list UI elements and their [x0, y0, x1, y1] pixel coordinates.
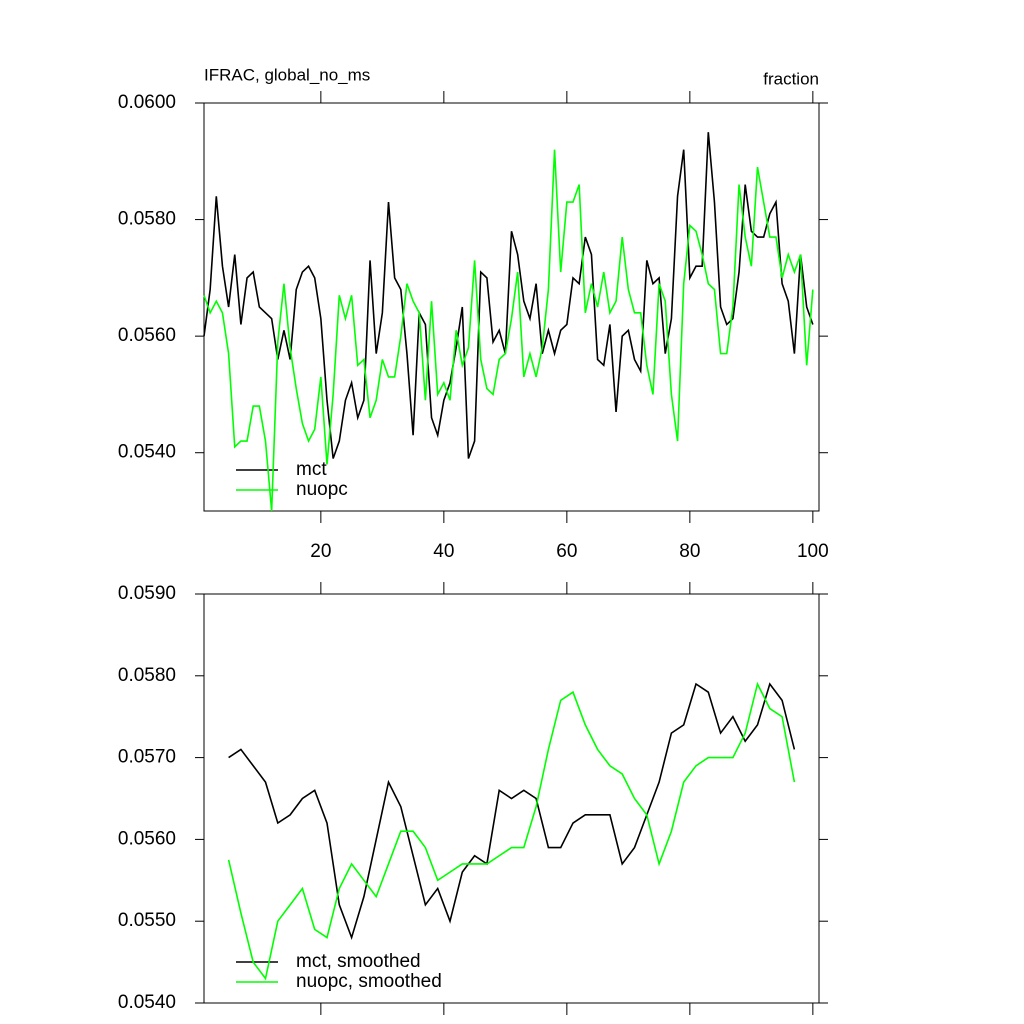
x-tick-label: 40	[433, 541, 454, 562]
series-line	[203, 132, 814, 459]
y-tick-label: 0.0560	[118, 828, 176, 849]
chart-title: IFRAC, global_no_ms	[204, 65, 370, 84]
x-tick-label: 100	[797, 541, 829, 562]
legend-label: nuopc	[296, 479, 348, 500]
plot-frame	[203, 102, 820, 512]
series-line	[228, 682, 796, 941]
series-line	[203, 149, 814, 512]
legend-label: mct	[296, 459, 327, 480]
y-tick-label: 0.0590	[118, 583, 176, 604]
series-line	[227, 681, 796, 981]
y-tick-label: 0.0540	[118, 442, 176, 463]
x-tick-label: 80	[679, 541, 700, 562]
legend-label: mct, smoothed	[296, 951, 421, 972]
y-tick-label: 0.0560	[118, 325, 176, 346]
x-tick-label: 60	[556, 541, 577, 562]
y-tick-label: 0.0550	[118, 910, 176, 931]
y-tick-label: 0.0600	[118, 92, 176, 113]
y-tick-label: 0.0570	[118, 747, 176, 768]
x-tick-label: 20	[310, 541, 331, 562]
units-label: fraction	[763, 69, 819, 88]
legend-label: nuopc, smoothed	[296, 971, 442, 992]
y-tick-label: 0.0580	[118, 209, 176, 230]
y-tick-label: 0.0540	[118, 992, 176, 1013]
plot-frame	[203, 593, 820, 1004]
y-tick-label: 0.0580	[118, 665, 176, 686]
